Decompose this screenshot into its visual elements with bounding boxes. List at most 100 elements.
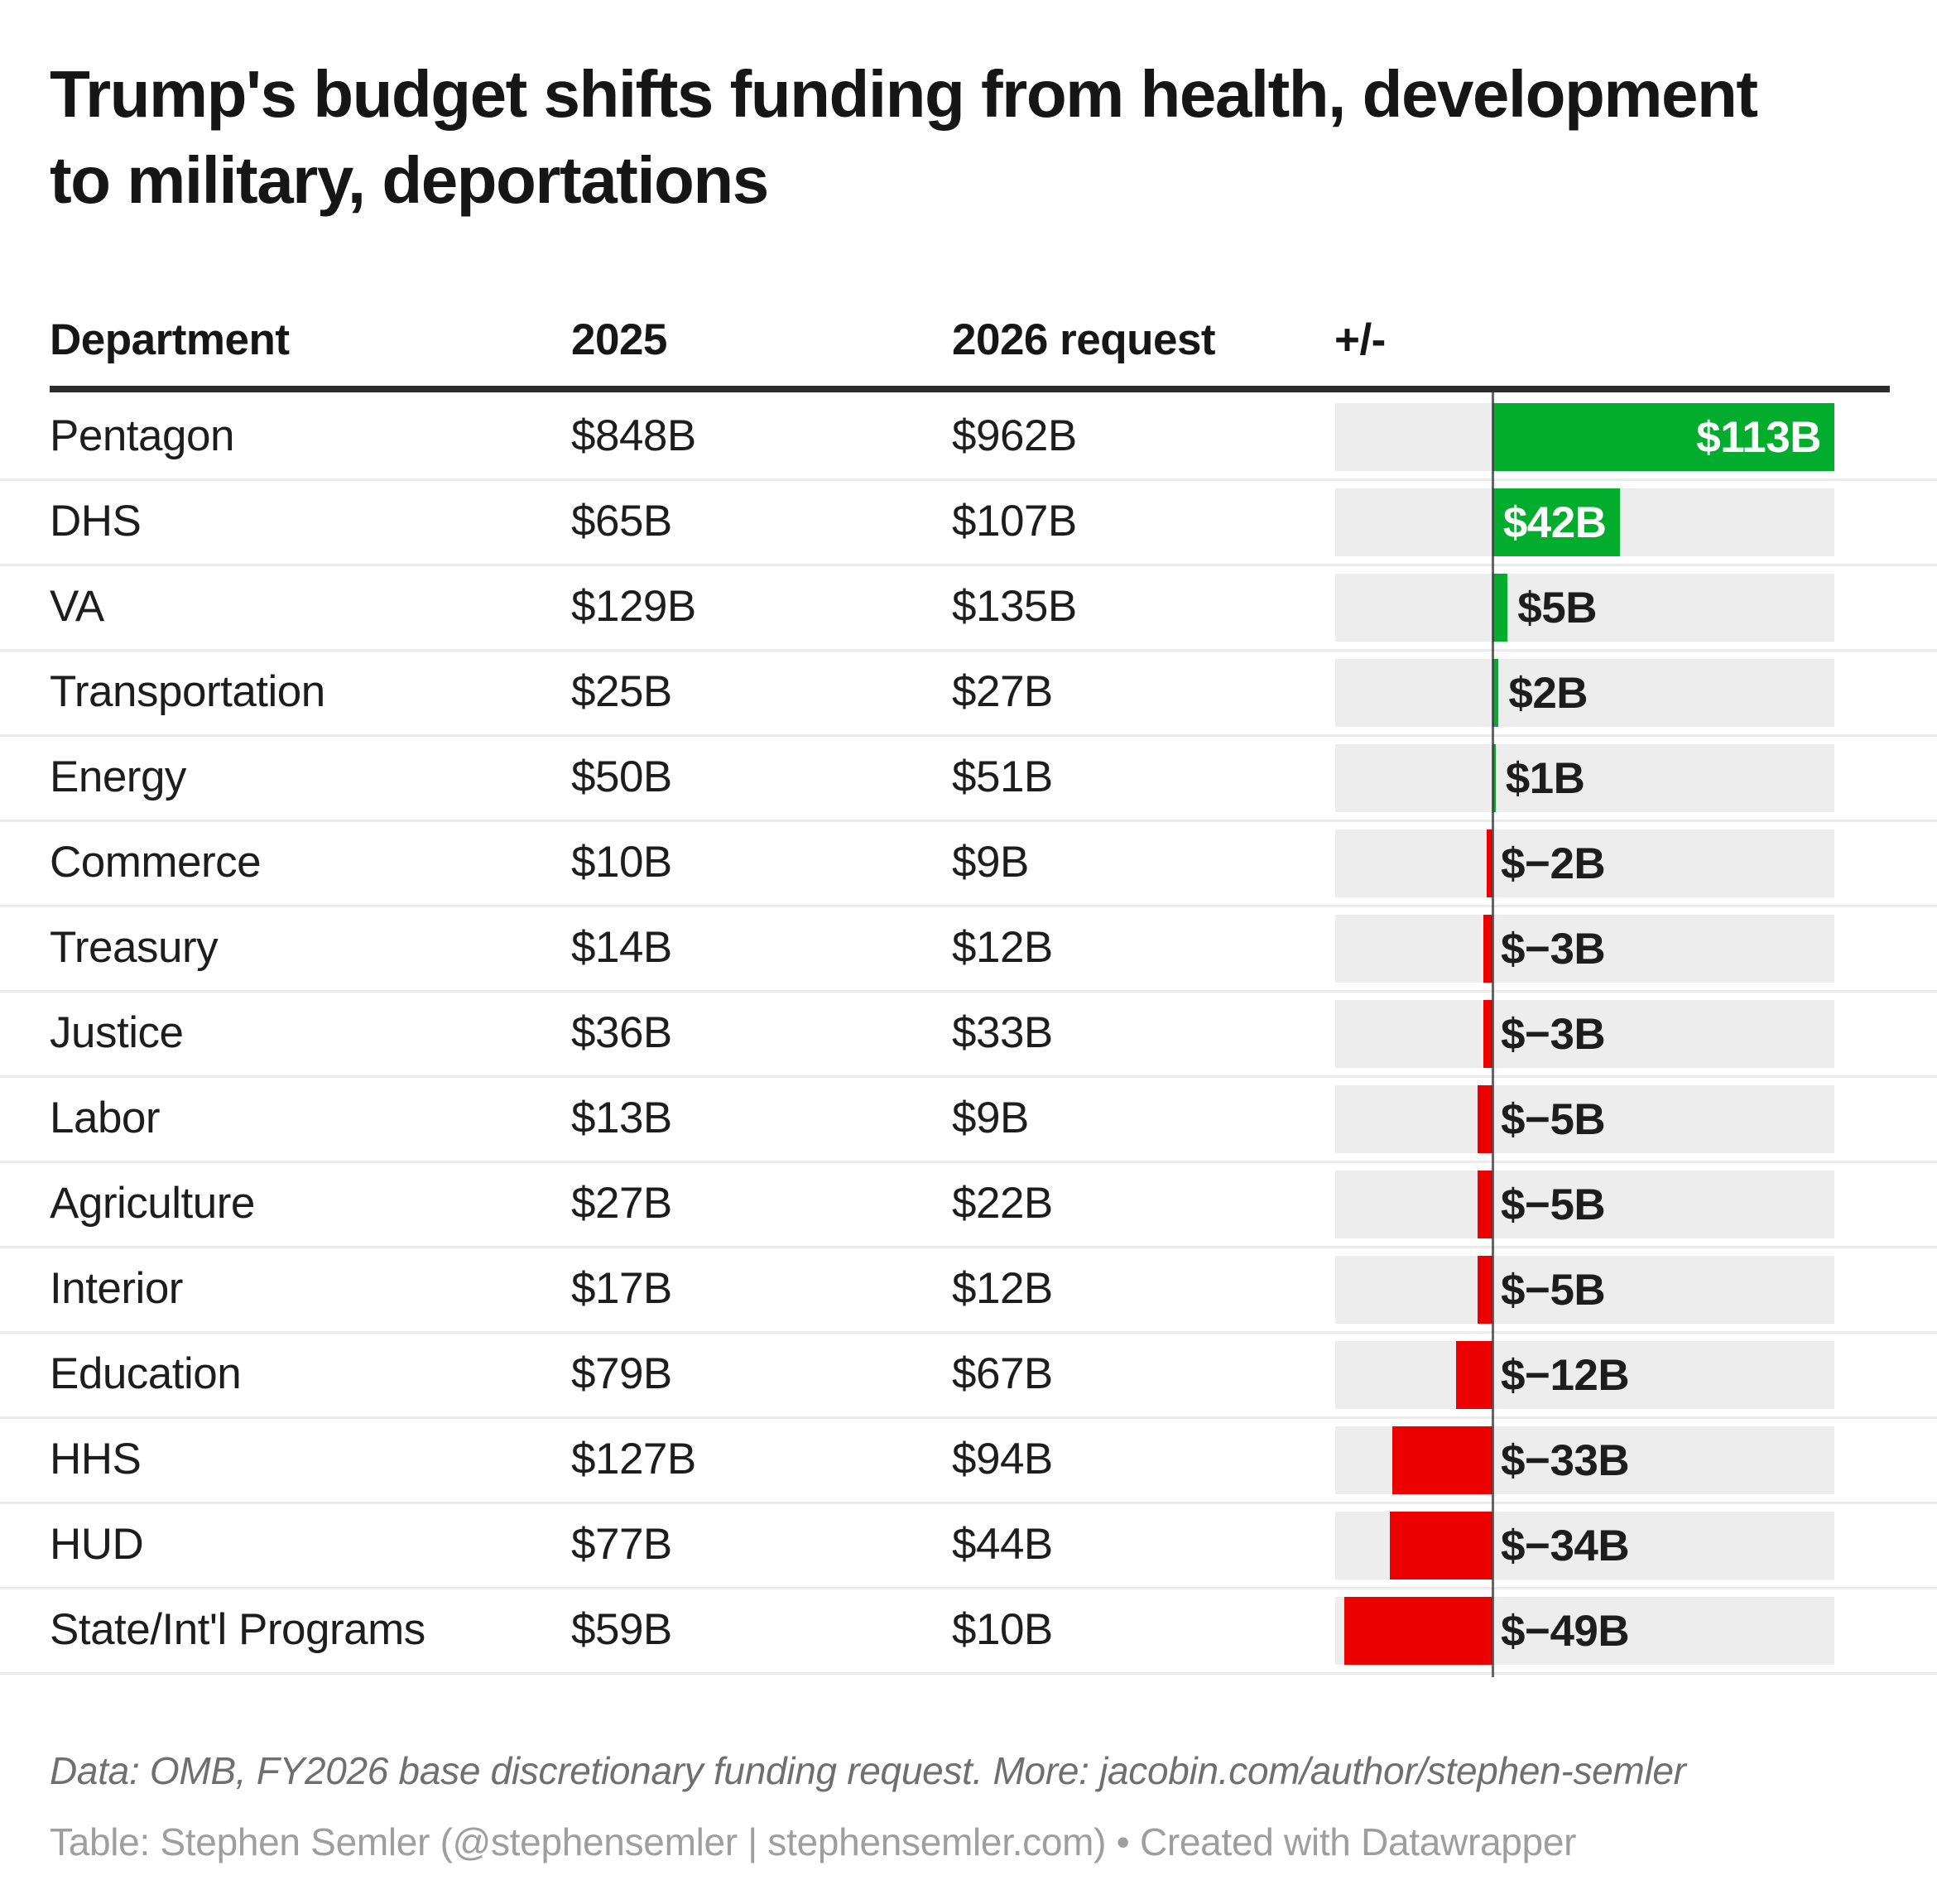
table-row-3: VA $129B $135B $5B (0, 566, 1937, 651)
cell-2026-request-value: $12B (952, 1264, 1053, 1313)
cell-2025-value: $50B (571, 752, 672, 801)
cell-2026-request-value: $94B (952, 1435, 1053, 1483)
change-value-label: $−5B (1501, 1180, 1606, 1229)
column-header-change: +/- (1334, 315, 1386, 364)
cell-2025-value: $36B (571, 1008, 672, 1057)
cell-department: Interior (50, 1264, 183, 1313)
change-value-label: $5B (1517, 583, 1598, 632)
cell-2026-request-value: $67B (952, 1349, 1053, 1398)
chart-title: Trump's budget shifts funding from healt… (50, 51, 1758, 224)
cell-department: VA (50, 582, 104, 631)
change-bar (1343, 1597, 1493, 1665)
change-bar (1486, 829, 1493, 897)
change-bar (1456, 1341, 1493, 1409)
cell-department: Energy (50, 752, 186, 801)
table-row-2: DHS $65B $107B $42B (0, 481, 1937, 566)
bar-track: $−12B (1335, 1341, 1834, 1409)
bar-track: $−5B (1335, 1085, 1834, 1153)
cell-department: HHS (50, 1435, 142, 1483)
change-bar (1492, 488, 1620, 556)
table-row-7: Treasury $14B $12B $−3B (0, 907, 1937, 993)
change-bar (1392, 1426, 1493, 1494)
bar-track: $42B (1335, 488, 1834, 556)
cell-2025-value: $848B (571, 411, 696, 460)
change-value-label: $−5B (1501, 1094, 1606, 1144)
table-row-13: HHS $127B $94B $−33B (0, 1419, 1937, 1504)
cell-2025-value: $10B (571, 838, 672, 887)
cell-2026-request-value: $22B (952, 1179, 1053, 1228)
cell-2026-request-value: $9B (952, 838, 1029, 887)
table-row-10: Agriculture $27B $22B $−5B (0, 1163, 1937, 1248)
change-value-label: $−12B (1501, 1350, 1630, 1400)
bar-track: $1B (1335, 744, 1834, 812)
table-row-11: Interior $17B $12B $−5B (0, 1248, 1937, 1334)
zero-axis-line (1492, 392, 1494, 1677)
change-bar (1492, 659, 1499, 727)
footer-credit-line: Table: Stephen Semler (@stephensemler | … (50, 1820, 1577, 1863)
cell-2025-value: $17B (571, 1264, 672, 1313)
table-row-12: Education $79B $67B $−12B (0, 1334, 1937, 1419)
cell-department: Education (50, 1349, 242, 1398)
table-row-1: Pentagon $848B $962B $113B (0, 396, 1937, 481)
change-bar (1492, 574, 1508, 642)
cell-2025-value: $79B (571, 1349, 672, 1398)
table-body: Pentagon $848B $962B $113B DHS $65B $107… (0, 396, 1937, 1675)
cell-department: State/Int'l Programs (50, 1605, 425, 1654)
cell-2026-request-value: $27B (952, 667, 1053, 716)
cell-2025-value: $65B (571, 497, 672, 546)
bar-track: $−3B (1335, 1000, 1834, 1068)
footer-source-note: Data: OMB, FY2026 base discretionary fun… (50, 1749, 1686, 1792)
change-bar (1477, 1171, 1493, 1238)
change-value-label: $−3B (1501, 924, 1606, 974)
table-row-8: Justice $36B $33B $−3B (0, 993, 1937, 1078)
change-value-label: $−34B (1501, 1521, 1630, 1570)
change-bar (1483, 915, 1493, 983)
cell-2026-request-value: $9B (952, 1094, 1029, 1142)
change-bar (1477, 1256, 1493, 1324)
cell-2026-request-value: $51B (952, 752, 1053, 801)
table-row-15: State/Int'l Programs $59B $10B $−49B (0, 1589, 1937, 1675)
table-row-4: Transportation $25B $27B $2B (0, 651, 1937, 737)
cell-2025-value: $25B (571, 667, 672, 716)
change-value-label: $42B (1502, 498, 1607, 547)
cell-2026-request-value: $33B (952, 1008, 1053, 1057)
change-bar (1477, 1085, 1493, 1153)
change-value-label: $113B (1696, 412, 1821, 462)
cell-2026-request-value: $962B (952, 411, 1077, 460)
cell-2025-value: $13B (571, 1094, 672, 1142)
cell-2025-value: $14B (571, 923, 672, 972)
column-header-2025: 2025 (571, 315, 667, 364)
cell-department: Transportation (50, 667, 325, 716)
cell-department: DHS (50, 497, 142, 546)
bar-track: $−3B (1335, 915, 1834, 983)
change-value-label: $−5B (1501, 1265, 1606, 1315)
change-value-label: $−49B (1501, 1606, 1630, 1656)
cell-2025-value: $127B (571, 1435, 696, 1483)
bar-track: $−5B (1335, 1171, 1834, 1238)
table-row-5: Energy $50B $51B $1B (0, 737, 1937, 822)
cell-2025-value: $59B (571, 1605, 672, 1654)
column-header-2026-request: 2026 request (952, 315, 1216, 364)
cell-2025-value: $27B (571, 1179, 672, 1228)
cell-department: Justice (50, 1008, 184, 1057)
cell-department: Commerce (50, 838, 262, 887)
bar-track: $5B (1335, 574, 1834, 642)
bar-track: $−5B (1335, 1256, 1834, 1324)
change-value-label: $−2B (1501, 839, 1606, 888)
cell-2026-request-value: $10B (952, 1605, 1053, 1654)
cell-2026-request-value: $12B (952, 923, 1053, 972)
bar-track: $2B (1335, 659, 1834, 727)
table-row-6: Commerce $10B $9B $−2B (0, 822, 1937, 907)
bar-track: $113B (1335, 403, 1834, 471)
cell-department: Agriculture (50, 1179, 255, 1228)
cell-2026-request-value: $44B (952, 1520, 1053, 1569)
bar-track: $−34B (1335, 1512, 1834, 1579)
cell-2025-value: $77B (571, 1520, 672, 1569)
cell-2026-request-value: $135B (952, 582, 1077, 631)
cell-department: HUD (50, 1520, 144, 1569)
change-bar (1389, 1512, 1493, 1579)
chart-title-line1: Trump's budget shifts funding from healt… (50, 57, 1758, 131)
table-row-9: Labor $13B $9B $−5B (0, 1078, 1937, 1163)
change-value-label: $−3B (1501, 1009, 1606, 1059)
cell-department: Labor (50, 1094, 161, 1142)
